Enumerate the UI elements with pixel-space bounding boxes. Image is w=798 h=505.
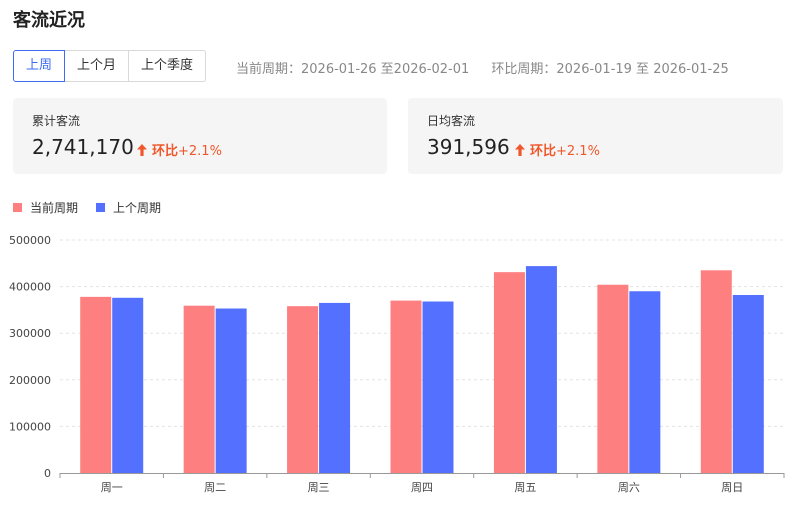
tab-last-month[interactable]: 上个月 xyxy=(64,50,130,82)
change-label: 环比 xyxy=(530,144,557,159)
bar-current xyxy=(80,296,112,473)
x-tick-label: 周三 xyxy=(308,481,330,494)
tab-last-week[interactable]: 上周 xyxy=(13,50,66,82)
change-value: +2.1% xyxy=(178,144,222,159)
traffic-bar-chart: 0 100000 200000 300000 400000 500000 周一 周二 周三 周四 周… xyxy=(9,234,785,494)
total-traffic-change: 环比+2.1% xyxy=(136,140,222,159)
change-value: +2.1% xyxy=(556,144,600,159)
bar-previous xyxy=(525,266,557,473)
daily-avg-traffic-change: 环比+2.1% xyxy=(514,140,600,159)
x-tick-label: 周六 xyxy=(618,481,640,494)
page-title: 客流近况 xyxy=(13,10,85,31)
daily-avg-traffic-label: 日均客流 xyxy=(427,114,476,128)
x-tick-label: 周一 xyxy=(101,481,123,494)
change-label: 环比 xyxy=(152,144,179,159)
total-traffic-card: 累计客流 2,741,170 环比+2.1% xyxy=(13,98,387,174)
y-tick-label: 200000 xyxy=(9,374,51,387)
x-tick-label: 周二 xyxy=(204,481,226,494)
total-traffic-label: 累计客流 xyxy=(32,114,81,128)
chart-legend: 当前周期 上个周期 xyxy=(13,199,179,216)
bar-current xyxy=(287,306,319,473)
bar-current xyxy=(700,270,732,473)
bar-previous xyxy=(319,302,351,473)
compare-period-text: 环比周期：2026-01-19 至 2026-01-25 xyxy=(491,62,729,77)
x-tick-label: 周五 xyxy=(514,481,536,494)
y-tick-label: 500000 xyxy=(9,234,51,247)
bar-current xyxy=(597,284,629,473)
x-tick-label: 周四 xyxy=(411,481,433,494)
bar-current xyxy=(183,305,215,473)
x-tick-label: 周日 xyxy=(721,481,743,494)
legend-swatch-current xyxy=(13,203,22,212)
tab-last-quarter[interactable]: 上个季度 xyxy=(128,50,207,82)
y-tick-label: 400000 xyxy=(9,281,51,294)
arrow-up-icon xyxy=(137,144,147,156)
legend-item-previous[interactable]: 上个周期 xyxy=(96,199,161,216)
period-info: 当前周期：2026-01-26 至2026-02-01 环比周期：2026-01… xyxy=(236,58,729,77)
y-tick-label: 100000 xyxy=(9,420,51,433)
period-tabs: 上周 上个月 上个季度 xyxy=(13,50,207,82)
legend-swatch-previous xyxy=(96,203,106,212)
current-period-text: 当前周期：2026-01-26 至2026-02-01 xyxy=(236,62,470,77)
bar-previous xyxy=(422,301,454,473)
bar-current xyxy=(390,300,422,473)
daily-avg-traffic-value: 391,596 xyxy=(427,135,510,159)
bar-current xyxy=(493,272,525,473)
legend-label-current: 当前周期 xyxy=(30,201,79,215)
y-tick-label: 0 xyxy=(44,467,51,480)
arrow-up-icon xyxy=(515,144,525,156)
legend-item-current[interactable]: 当前周期 xyxy=(13,199,78,216)
bar-previous xyxy=(112,297,144,473)
total-traffic-value: 2,741,170 xyxy=(32,135,134,159)
legend-label-previous: 上个周期 xyxy=(113,201,162,215)
bar-previous xyxy=(215,308,247,473)
y-tick-label: 300000 xyxy=(9,327,51,340)
bar-previous xyxy=(732,294,764,473)
bar-previous xyxy=(629,291,661,473)
daily-avg-traffic-card: 日均客流 391,596 环比+2.1% xyxy=(408,98,783,174)
